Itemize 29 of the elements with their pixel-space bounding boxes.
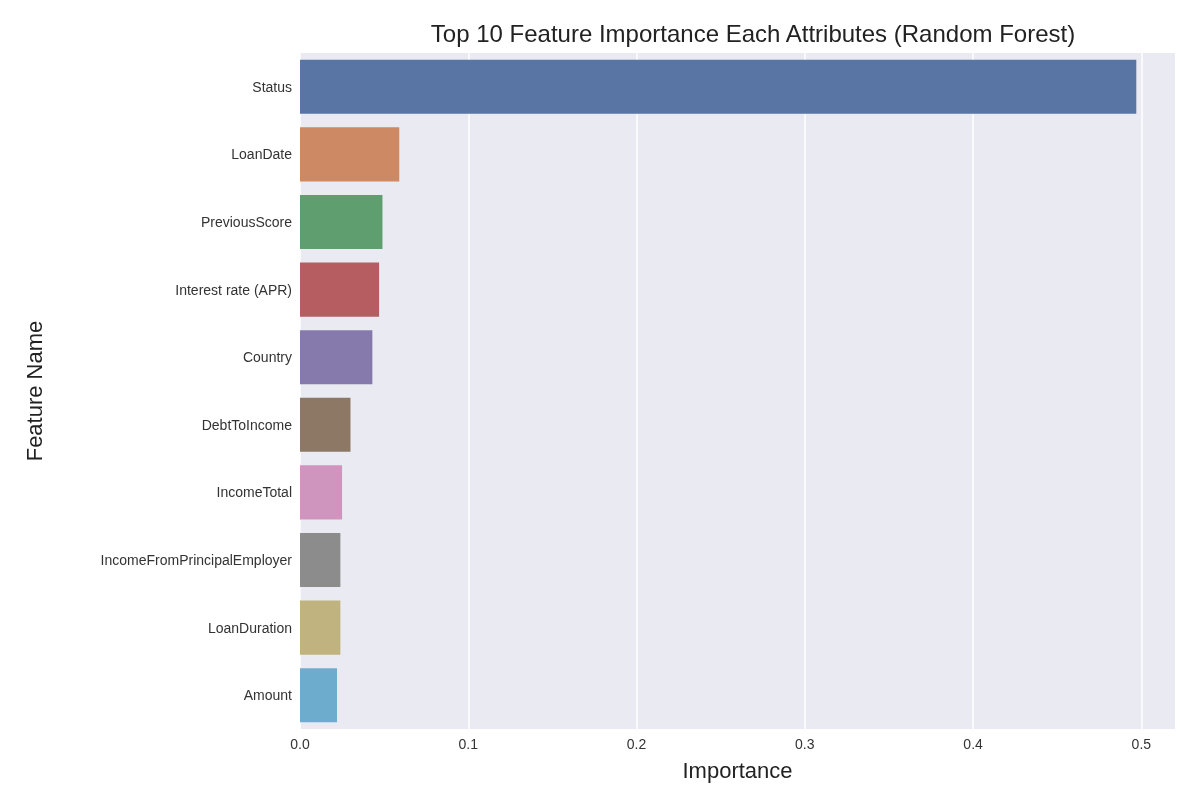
x-tick-label: 0.5	[1131, 736, 1152, 752]
bar	[300, 127, 400, 182]
y-tick-label: Amount	[243, 687, 293, 704]
x-tick-label: 0.3	[795, 736, 815, 752]
bar	[300, 59, 1137, 114]
chart-title: Top 10 Feature Importance Each Attributes (Random Forest)	[430, 19, 1076, 47]
bar	[300, 600, 341, 655]
bar	[300, 465, 343, 520]
y-tick-label: LoanDate	[231, 146, 293, 163]
y-tick-label: LoanDuration	[207, 619, 292, 636]
y-tick-label: IncomeFromPrincipalEmployer	[100, 552, 293, 568]
x-tick-label: 0.2	[626, 736, 647, 752]
y-axis-title: Feature Name	[21, 320, 47, 462]
x-tick-label: 0.4	[963, 736, 984, 752]
y-tick-label: IncomeTotal	[216, 484, 292, 501]
x-axis-title: Importance	[682, 757, 793, 783]
y-tick-label: Interest rate (APR)	[175, 281, 292, 298]
y-tick-label: PreviousScore	[200, 214, 293, 230]
bar	[300, 262, 380, 317]
bar	[300, 668, 338, 723]
bar	[300, 532, 341, 588]
bar	[300, 330, 373, 385]
y-tick-label: Status	[252, 78, 292, 95]
bar	[300, 194, 383, 250]
x-tick-label: 0.1	[458, 736, 479, 752]
y-tick-label: Country	[242, 349, 292, 366]
bar	[300, 397, 351, 452]
x-tick-label: 0.0	[290, 736, 310, 752]
y-tick-label: DebtToIncome	[201, 416, 293, 433]
